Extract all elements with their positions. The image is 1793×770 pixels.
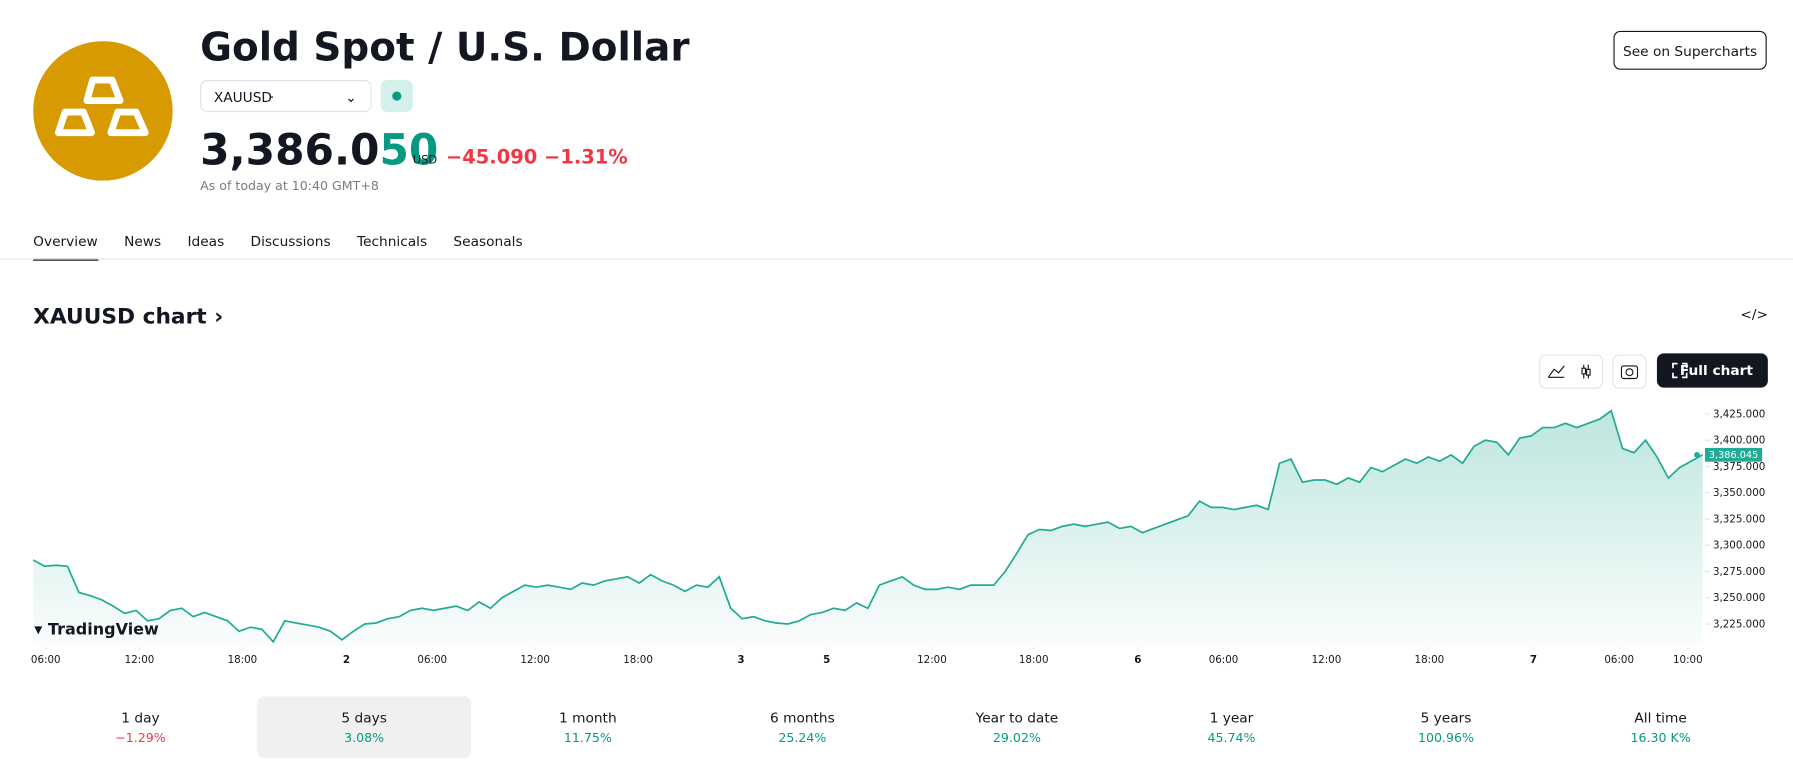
y-tick-label: 3,250.000: [1713, 592, 1765, 604]
period[interactable]: All time 16.30 K%: [1553, 696, 1768, 758]
symbol-select[interactable]: XAUUSD ⌄ ·: [200, 80, 372, 113]
y-tick-label: 3,350.000: [1713, 487, 1765, 499]
period[interactable]: 5 years 100.96%: [1339, 696, 1554, 758]
period-change: 25.24%: [778, 730, 827, 746]
x-tick-label: 2: [343, 654, 350, 666]
period-label: 5 days: [341, 710, 387, 727]
y-tick-label: 3,425.000: [1713, 408, 1765, 420]
period-change: 16.30 K%: [1630, 730, 1691, 746]
period-label: Year to date: [975, 710, 1059, 727]
full-chart-button[interactable]: Full chart: [1656, 353, 1768, 388]
market-status[interactable]: [380, 80, 413, 113]
full-chart-label: Full chart: [1679, 362, 1753, 379]
x-tick-label: 12:00: [917, 654, 947, 666]
snapshot-button[interactable]: [1612, 354, 1647, 389]
change-abs: −45.090: [445, 146, 538, 170]
x-tick-label: 06:00: [31, 654, 61, 666]
x-tick-label: 12:00: [1312, 654, 1342, 666]
x-tick-label: 06:00: [1604, 654, 1634, 666]
as-of: As of today at 10:40 GMT+8: [200, 178, 379, 194]
period-label: 6 months: [769, 710, 835, 727]
period[interactable]: 1 month 11.75%: [481, 696, 696, 758]
y-tick-label: 3,275.000: [1713, 566, 1765, 578]
price-line: [32, 409, 1704, 644]
x-tick-label: 18:00: [228, 654, 258, 666]
period[interactable]: Year to date 29.02%: [910, 696, 1125, 758]
x-tick-label: 6: [1134, 654, 1141, 666]
y-tick-label: 3,375.000: [1713, 461, 1765, 473]
change-pct: −1.31%: [544, 146, 628, 170]
period-change: 100.96%: [1418, 730, 1475, 746]
period-label: 1 month: [559, 710, 617, 727]
chart-title[interactable]: XAUUSD chart ›: [33, 304, 224, 330]
period[interactable]: 6 months 25.24%: [695, 696, 910, 758]
periods: 1 day −1.29% 5 days 3.08% 1 month 11.75% 6 mon…: [33, 696, 1768, 759]
period-label: 5 years: [1420, 710, 1472, 727]
period-change: 45.74%: [1207, 730, 1256, 746]
price-tag-bg: [1704, 447, 1763, 462]
period[interactable]: 1 day −1.29%: [33, 696, 248, 758]
symbol: XAUUSD: [213, 89, 272, 106]
y-tick-label: 3,400.000: [1713, 435, 1765, 447]
x-tick-label: 18:00: [1019, 654, 1049, 666]
period-label: 1 day: [121, 710, 160, 727]
tab[interactable]: Ideas: [187, 233, 225, 250]
period-label: 1 year: [1209, 710, 1254, 727]
tab[interactable]: Technicals: [356, 233, 428, 250]
supercharts-button[interactable]: See on Supercharts: [1613, 30, 1767, 70]
chart-title-text: XAUUSD chart: [33, 304, 207, 330]
x-tick-label: 12:00: [125, 654, 155, 666]
period[interactable]: 1 year 45.74%: [1124, 696, 1339, 758]
logo: [33, 41, 173, 181]
price-main: 3,386.0: [200, 125, 380, 175]
y-tick-label: 3,300.000: [1713, 540, 1765, 552]
brand-text: TradingView: [47, 620, 159, 640]
tab[interactable]: Seasonals: [453, 233, 523, 250]
change: −45.090 −1.31%: [446, 146, 628, 169]
period-change: 11.75%: [563, 730, 612, 746]
price: 3,386.050: [200, 126, 438, 175]
brand: ▾ TradingView: [34, 620, 159, 640]
period-change: 29.02%: [992, 730, 1041, 746]
x-tick-label: 10:00: [1673, 654, 1703, 666]
divider: [0, 258, 1793, 260]
x-tick-label: 5: [823, 654, 830, 666]
y-tick-label: 3,225.000: [1713, 618, 1765, 630]
x-tick-label: 12:00: [520, 654, 550, 666]
tab[interactable]: News: [124, 233, 162, 250]
price-tag: 3,386.045: [1709, 450, 1758, 461]
x-tick-label: 7: [1530, 654, 1537, 666]
period-change: −1.29%: [115, 730, 166, 746]
y-tick-label: 3,325.000: [1713, 513, 1765, 525]
tab[interactable]: Discussions: [250, 233, 331, 250]
chart-style-toggle[interactable]: [1539, 354, 1604, 389]
title: Gold Spot / U.S. Dollar: [200, 25, 690, 71]
area: [33, 410, 1703, 647]
x-tick-label: 3: [737, 654, 744, 666]
currency: USD: [412, 154, 438, 167]
x-tick-label: 18:00: [623, 654, 653, 666]
period-change: 3.08%: [344, 730, 385, 746]
period-label: All time: [1634, 710, 1687, 727]
period[interactable]: 5 days 3.08%: [256, 696, 472, 759]
x-tick-label: 06:00: [417, 654, 447, 666]
embed-button[interactable]: </>: [1740, 306, 1769, 323]
last-point: [1694, 451, 1700, 458]
price-tail: 50: [379, 125, 439, 175]
x-tick-label: 18:00: [1415, 654, 1445, 666]
x-tick-label: 06:00: [1209, 654, 1239, 666]
